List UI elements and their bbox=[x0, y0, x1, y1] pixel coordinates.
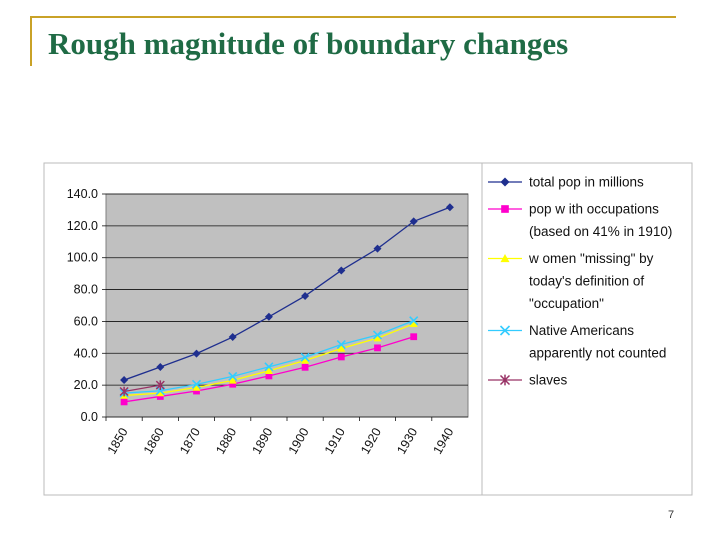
data-point-series-3 bbox=[300, 352, 310, 362]
data-point-series-0 bbox=[373, 244, 382, 253]
data-point-series-0 bbox=[264, 312, 273, 321]
data-point-series-0 bbox=[156, 362, 165, 371]
data-point-series-1 bbox=[156, 393, 164, 400]
slide-number: 7 bbox=[668, 509, 675, 521]
data-point-series-0 bbox=[409, 217, 418, 226]
y-tick-label: 120.0 bbox=[67, 219, 98, 233]
legend-swatch-marker bbox=[500, 254, 510, 263]
data-point-series-1 bbox=[337, 353, 345, 361]
data-point-series-1 bbox=[229, 380, 237, 388]
legend-label-line: apparently not counted bbox=[529, 346, 666, 361]
data-point-series-0 bbox=[228, 333, 237, 342]
data-point-series-1 bbox=[410, 333, 418, 341]
data-point-series-0 bbox=[337, 266, 346, 275]
data-point-series-0 bbox=[301, 291, 310, 300]
legend-label-line: slaves bbox=[529, 373, 568, 388]
data-point-series-1 bbox=[193, 387, 200, 395]
data-point-series-1 bbox=[374, 344, 381, 352]
data-point-series-3 bbox=[228, 371, 238, 381]
slide-title: Rough magnitude of boundary changes bbox=[48, 26, 569, 61]
legend-label-line: total pop in millions bbox=[529, 175, 644, 190]
data-point-series-3 bbox=[336, 339, 346, 350]
data-point-series-2 bbox=[301, 356, 310, 364]
data-point-series-3 bbox=[191, 379, 202, 389]
title-frame-top-rule bbox=[30, 16, 676, 18]
legend-label: pop w ith occupations (based on 41% in 19… bbox=[529, 202, 672, 240]
legend-swatch-marker bbox=[500, 177, 510, 187]
data-point-series-0 bbox=[192, 349, 201, 358]
title-frame-left-rule bbox=[30, 16, 32, 66]
data-point-series-2 bbox=[373, 334, 382, 342]
data-point-series-2 bbox=[337, 344, 346, 352]
data-point-series-3 bbox=[372, 330, 383, 340]
data-point-series-3 bbox=[264, 362, 274, 372]
legend-label-line: pop w ith occupations bbox=[529, 202, 659, 217]
data-point-series-2 bbox=[228, 376, 237, 384]
data-point-series-2 bbox=[156, 389, 165, 397]
y-tick-label: 60.0 bbox=[74, 314, 98, 328]
legend-label: total pop in millions bbox=[529, 175, 644, 190]
y-tick-label: 80.0 bbox=[74, 283, 98, 297]
data-point-series-2 bbox=[409, 319, 418, 328]
legend-swatch-marker bbox=[501, 205, 509, 213]
data-point-series-0 bbox=[445, 203, 454, 212]
data-point-series-0 bbox=[120, 376, 129, 385]
y-tick-label: 0.0 bbox=[81, 410, 98, 424]
legend-label-line: "occupation" bbox=[529, 296, 604, 311]
legend-label-line: today's definition of bbox=[529, 274, 644, 289]
data-point-series-4 bbox=[155, 380, 165, 390]
plot-area bbox=[105, 193, 469, 418]
data-point-series-1 bbox=[301, 363, 309, 371]
legend-label: slaves bbox=[529, 373, 568, 388]
legend-swatch-marker bbox=[499, 325, 511, 336]
y-tick-label: 40.0 bbox=[74, 346, 98, 360]
series-line-4 bbox=[123, 384, 161, 393]
y-tick-label: 140.0 bbox=[67, 187, 98, 201]
legend-label: w omen "missing" by today's definition of… bbox=[528, 251, 654, 311]
legend-label: Native Americans apparently not counted bbox=[529, 323, 666, 361]
legend-label-line: w omen "missing" by bbox=[528, 251, 654, 266]
data-point-series-4 bbox=[119, 386, 129, 397]
data-point-series-2 bbox=[264, 366, 273, 375]
y-tick-label: 20.0 bbox=[74, 378, 98, 392]
data-point-series-1 bbox=[265, 372, 273, 380]
series-line-0 bbox=[123, 206, 451, 381]
legend-swatch-marker bbox=[499, 374, 511, 386]
legend-label-line: (based on 41% in 1910) bbox=[529, 224, 672, 239]
data-point-series-3 bbox=[409, 316, 419, 326]
data-point-series-2 bbox=[192, 383, 201, 391]
y-tick-label: 100.0 bbox=[67, 251, 98, 265]
legend-label-line: Native Americans bbox=[529, 323, 634, 338]
data-point-series-1 bbox=[120, 398, 128, 406]
